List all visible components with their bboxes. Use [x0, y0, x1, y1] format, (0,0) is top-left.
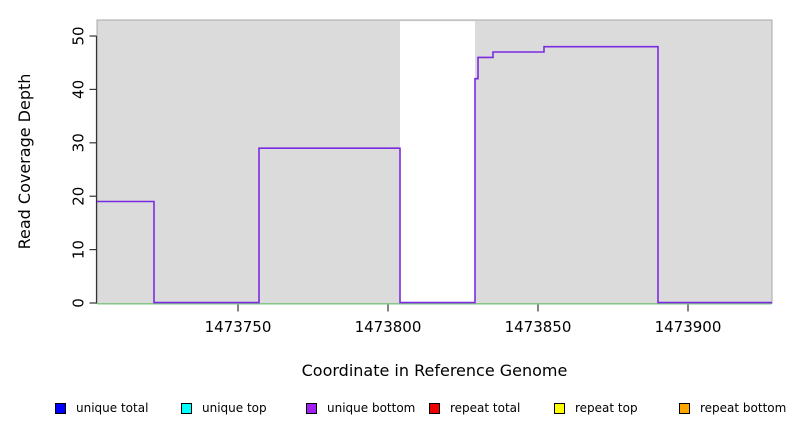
coverage-chart: 0 10 20 30 40 50 1473750 1473800 1473850 1473900 R… [15, 19, 773, 380]
coverage-step-line [97, 45, 772, 304]
legend-label: unique bottom [327, 401, 416, 415]
legend-item-repeat-bottom: repeat bottom [679, 401, 786, 416]
y-tick-label: 20 [70, 187, 88, 206]
legend-item-unique-total: unique total [55, 401, 148, 416]
legend-label: unique top [202, 401, 267, 415]
legend-swatch-repeat-total [429, 403, 440, 414]
x-tick-label: 1473850 [505, 318, 572, 336]
legend-item-repeat-total: repeat total [429, 401, 520, 416]
legend-item-unique-top: unique top [181, 401, 267, 416]
y-tick-label: 40 [70, 80, 88, 99]
y-tick-label: 50 [70, 26, 88, 45]
x-axis-title: Coordinate in Reference Genome [302, 361, 568, 380]
legend-label: repeat top [575, 401, 638, 415]
legend: unique total unique top unique bottom repea… [0, 399, 792, 421]
legend-swatch-repeat-bottom [679, 403, 690, 414]
legend-item-unique-bottom: unique bottom [306, 401, 415, 416]
x-tick-label: 1473750 [205, 318, 272, 336]
masked-region-band [400, 21, 475, 302]
legend-label: repeat bottom [700, 401, 787, 415]
legend-label: repeat total [450, 401, 521, 415]
y-tick-label: 10 [70, 240, 88, 259]
legend-swatch-unique-top [181, 403, 192, 414]
y-axis-title: Read Coverage Depth [15, 74, 34, 250]
legend-item-repeat-top: repeat top [554, 401, 638, 416]
legend-swatch-unique-total [55, 403, 66, 414]
legend-swatch-unique-bottom [306, 403, 317, 414]
x-tick-label: 1473800 [355, 318, 422, 336]
x-tick-label: 1473900 [655, 318, 722, 336]
y-tick-label: 0 [70, 298, 88, 308]
legend-swatch-repeat-top [554, 403, 565, 414]
y-tick-label: 30 [70, 133, 88, 152]
legend-label: unique total [76, 401, 149, 415]
